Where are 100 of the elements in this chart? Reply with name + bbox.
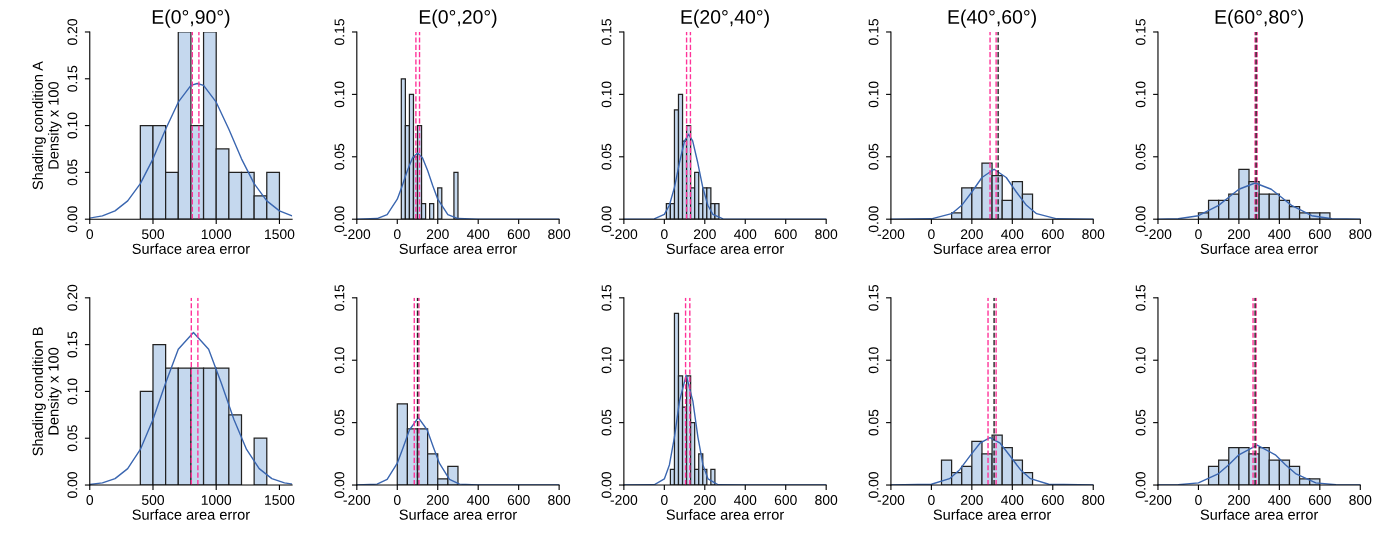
x-tick-label: 400 xyxy=(1001,229,1024,240)
x-axis-title: Surface area error xyxy=(1200,243,1319,254)
x-tick-label: 500 xyxy=(141,495,165,505)
x-tick-label: 1500 xyxy=(265,495,295,505)
x-tick-label: 800 xyxy=(815,229,838,240)
x-tick-label: 800 xyxy=(1349,229,1372,240)
x-axis-title: Surface area error xyxy=(933,243,1052,254)
y-tick-label: 0.15 xyxy=(601,19,612,45)
x-tick-label: 0 xyxy=(86,495,94,505)
x-tick-label: 200 xyxy=(693,229,716,240)
y-tick-label: 0.05 xyxy=(868,409,879,436)
y-tick-label: 0.15 xyxy=(1135,19,1146,45)
y-tick-label: 0.10 xyxy=(601,81,612,108)
x-tick-label: 200 xyxy=(960,229,983,240)
x-tick-label: -200 xyxy=(343,495,371,505)
y-tick-label: 0.05 xyxy=(868,143,879,170)
x-axis-title: Surface area error xyxy=(132,243,250,254)
x-tick-label: 200 xyxy=(693,495,716,505)
y-tick-label: 0.05 xyxy=(1135,143,1146,170)
x-axis-title: Surface area error xyxy=(399,509,517,520)
x-tick-label: 800 xyxy=(548,229,571,240)
x-tick-label: 600 xyxy=(1041,229,1064,240)
y-tick-label: 0.05 xyxy=(1135,409,1146,436)
y-tick-label: 0.00 xyxy=(67,472,78,498)
y-tick-label: 0.05 xyxy=(601,409,612,436)
x-axis-title: Surface area error xyxy=(132,509,250,520)
x-tick-label: 0 xyxy=(1195,229,1202,240)
y-tick-label: 0.05 xyxy=(67,159,78,186)
x-tick-label: -200 xyxy=(1144,229,1172,240)
y-tick-label: 0.10 xyxy=(67,378,78,405)
x-tick-label: -200 xyxy=(877,495,905,505)
x-tick-label: 0 xyxy=(393,495,401,505)
y-tick-label: 0.15 xyxy=(868,284,879,311)
x-tick-label: 1000 xyxy=(201,229,232,240)
x-tick-label: 800 xyxy=(1082,229,1105,240)
x-tick-label: 0 xyxy=(928,495,935,505)
x-tick-label: 200 xyxy=(426,229,449,240)
y-tick-label: 0.15 xyxy=(334,284,345,311)
x-tick-label: -200 xyxy=(1144,495,1172,505)
y-tick-label: 0.10 xyxy=(868,347,879,374)
x-tick-label: 500 xyxy=(141,229,165,240)
x-tick-label: 200 xyxy=(960,495,983,505)
x-tick-label: 600 xyxy=(774,229,797,240)
x-tick-label: 0 xyxy=(1195,495,1202,505)
y-tick-label: 0.00 xyxy=(334,472,345,498)
x-tick-label: 400 xyxy=(466,495,490,505)
x-tick-label: 800 xyxy=(548,495,571,505)
x-tick-label: 600 xyxy=(1308,229,1331,240)
x-tick-label: 0 xyxy=(928,229,935,240)
x-tick-label: 400 xyxy=(733,495,757,505)
y-tick-label: 0.10 xyxy=(868,81,879,108)
y-tick-label: 0.00 xyxy=(1135,206,1146,233)
y-tick-label: 0.00 xyxy=(601,206,612,233)
x-tick-label: 400 xyxy=(1001,495,1024,505)
chart-title: E(0°,20°) xyxy=(419,9,497,28)
y-tick-label: 0.10 xyxy=(601,347,612,374)
y-tick-label: 0.00 xyxy=(1135,472,1146,498)
y-tick-label: 0.00 xyxy=(868,472,879,498)
y-tick-label: 0.05 xyxy=(67,425,78,452)
y-tick-label: 0.20 xyxy=(67,284,78,311)
x-axis-title: Surface area error xyxy=(666,243,784,254)
y-tick-label: 0.10 xyxy=(1135,347,1146,374)
x-tick-label: 400 xyxy=(466,229,490,240)
x-tick-label: 400 xyxy=(1268,495,1291,505)
x-tick-label: -200 xyxy=(610,495,638,505)
chart-title: E(0°,90°) xyxy=(152,9,230,28)
x-tick-label: 0 xyxy=(393,229,401,240)
x-tick-label: 800 xyxy=(1082,495,1105,505)
y-tick-label: 0.10 xyxy=(67,112,78,139)
x-axis-title: Surface area error xyxy=(666,509,784,520)
y-tick-label: 0.15 xyxy=(1135,284,1146,311)
y-axis-title: Shading condition A Density x 100 xyxy=(32,61,62,190)
y-tick-label: 0.00 xyxy=(67,206,78,233)
x-tick-label: 800 xyxy=(1349,495,1372,505)
y-tick-label: 0.15 xyxy=(868,19,879,45)
x-tick-label: 600 xyxy=(1041,495,1064,505)
x-axis-title: Surface area error xyxy=(1200,509,1319,520)
x-tick-label: 200 xyxy=(1228,495,1250,505)
x-tick-label: 200 xyxy=(1228,229,1250,240)
y-tick-label: 0.20 xyxy=(67,19,78,45)
chart-title: E(60°,80°) xyxy=(1215,9,1303,28)
y-tick-label: 0.15 xyxy=(67,65,78,92)
y-tick-label: 0.00 xyxy=(334,206,345,233)
x-tick-label: 1000 xyxy=(201,495,232,505)
y-tick-label: 0.05 xyxy=(601,143,612,170)
y-tick-label: 0.05 xyxy=(334,409,345,436)
y-tick-label: 0.00 xyxy=(601,472,612,498)
x-tick-label: 600 xyxy=(507,229,530,240)
x-tick-label: 600 xyxy=(1308,495,1331,505)
y-axis-title: Shading condition B Density x 100 xyxy=(32,327,62,456)
x-tick-label: 0 xyxy=(661,229,668,240)
x-tick-label: 200 xyxy=(426,495,449,505)
x-tick-label: 800 xyxy=(815,495,838,505)
x-tick-label: 600 xyxy=(507,495,530,505)
y-tick-label: 0.15 xyxy=(67,331,78,358)
y-tick-label: 0.10 xyxy=(334,81,345,108)
x-axis-title: Surface area error xyxy=(933,509,1052,520)
x-tick-label: 0 xyxy=(86,229,94,240)
x-tick-label: 400 xyxy=(733,229,757,240)
x-tick-label: 400 xyxy=(1268,229,1291,240)
